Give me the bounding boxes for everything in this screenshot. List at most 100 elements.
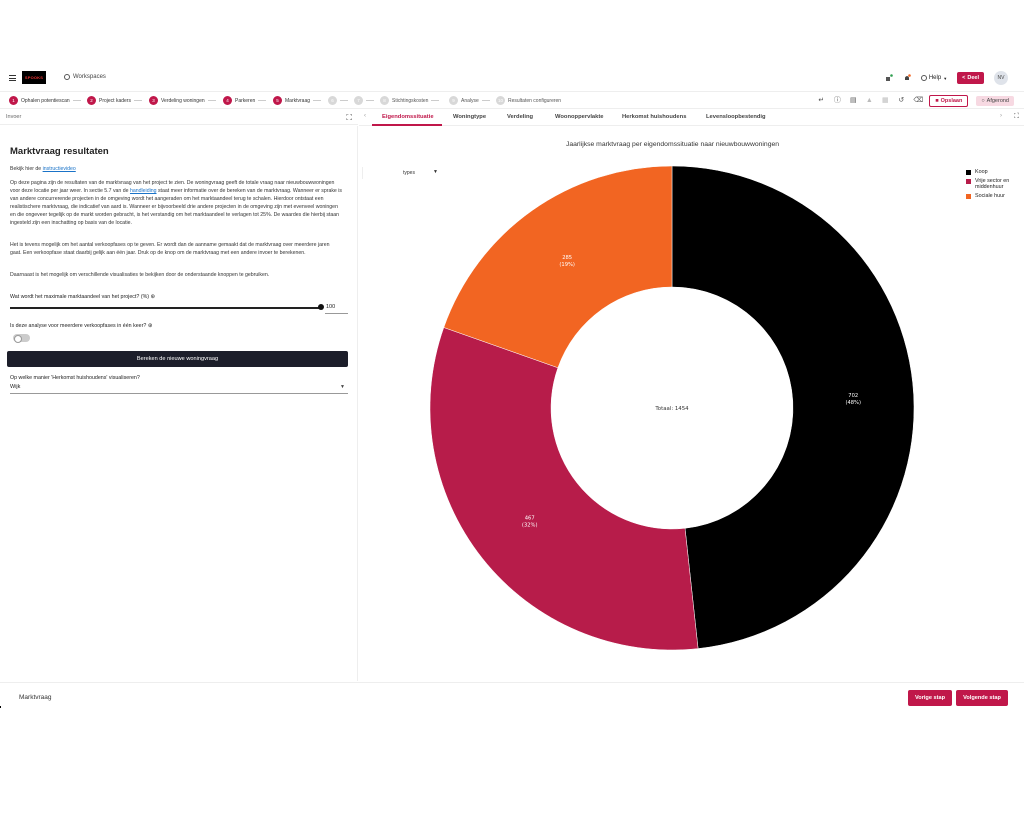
multiple-phases-toggle[interactable] bbox=[13, 334, 30, 343]
check-circle-icon: ○ bbox=[981, 98, 985, 104]
app-logo[interactable]: SPOOKS bbox=[22, 71, 46, 84]
warning-icon[interactable]: ▲ bbox=[865, 97, 873, 104]
step-number: 5 bbox=[273, 96, 282, 105]
manual-link[interactable]: handleiding bbox=[129, 188, 157, 194]
notifications-status-icon[interactable] bbox=[885, 74, 893, 82]
workspaces-link[interactable]: Workspaces bbox=[64, 74, 106, 80]
step-3[interactable]: 3 Verdeling woningen bbox=[149, 96, 216, 105]
chart-title: Jaarlijkse marktvraag per eigendomssitua… bbox=[565, 141, 780, 148]
step-number: 2 bbox=[87, 96, 96, 105]
market-share-label: Wat wordt het maximale marktaandeel van … bbox=[10, 294, 150, 300]
market-share-slider-track[interactable] bbox=[10, 307, 321, 309]
tab-woonoppervlakte[interactable]: Woonoppervlakte bbox=[555, 114, 604, 120]
history-icon[interactable]: ↺ bbox=[898, 97, 905, 104]
step-number: 4 bbox=[223, 96, 232, 105]
chevron-down-icon: ▼ bbox=[943, 75, 948, 81]
legend-item[interactable]: Vrije sector en middenhuur bbox=[966, 178, 1011, 190]
finished-label: Afgerond bbox=[986, 98, 1009, 104]
chevron-left-icon[interactable]: ‹ bbox=[364, 113, 366, 119]
step-number: 10 bbox=[496, 96, 505, 105]
step-4[interactable]: 4 Parkeren bbox=[223, 96, 267, 105]
bell-icon[interactable] bbox=[903, 74, 911, 82]
step-label: Resultaten configureren bbox=[508, 97, 562, 104]
input-panel-title: Invoer bbox=[6, 114, 22, 120]
share-label: Deel bbox=[967, 75, 979, 81]
save-icon: ■ bbox=[935, 98, 939, 104]
phases-paragraph: Het is tevens mogelijk om het aantal ver… bbox=[10, 242, 330, 256]
legend-label: Koop bbox=[975, 169, 988, 175]
legend-swatch bbox=[966, 178, 971, 184]
market-share-value: 100 bbox=[326, 304, 336, 310]
page-title: Marktvraag resultaten bbox=[10, 146, 109, 157]
save-button[interactable]: ■ Opslaan bbox=[929, 95, 969, 107]
fullscreen-icon[interactable]: ⛶ bbox=[346, 113, 352, 122]
step-label: Stichtingskosten bbox=[392, 97, 429, 104]
instructions-line: Bekijk hier de instructievideo bbox=[10, 165, 342, 173]
help-circle-icon[interactable]: ⊛ bbox=[150, 294, 155, 300]
step-label: Parkeren bbox=[235, 97, 256, 104]
market-share-input[interactable]: 100 bbox=[325, 304, 348, 314]
top-bar: SPOOKS Workspaces Help ▼ < Deel NV bbox=[0, 66, 1024, 90]
legend-label: Vrije sector en middenhuur bbox=[975, 178, 1010, 190]
share-button[interactable]: < Deel bbox=[957, 72, 984, 84]
intro-text-b: staat meer informatie over de bereken va… bbox=[10, 188, 343, 226]
menu-icon[interactable] bbox=[9, 75, 16, 81]
slice-value-label: 467 bbox=[525, 516, 535, 522]
market-share-question: Wat wordt het maximale marktaandeel van … bbox=[10, 294, 155, 300]
donut-slice-koop[interactable] bbox=[671, 165, 915, 649]
calculate-label: Bereken de nieuwe woningvraag bbox=[136, 356, 219, 362]
legend-item[interactable]: Koop bbox=[966, 169, 1011, 175]
workspaces-label: Workspaces bbox=[73, 74, 106, 80]
phases-question: Is deze analyse voor meerdere verkoopfas… bbox=[10, 323, 152, 329]
calculator-icon[interactable]: ▦ bbox=[882, 97, 889, 104]
clipboard-icon[interactable]: ▤ bbox=[850, 97, 857, 104]
donut-slice-sociale-huur[interactable] bbox=[443, 165, 673, 369]
previous-step-button[interactable]: Vorige stap bbox=[908, 690, 952, 706]
types-select[interactable]: types ▼ bbox=[362, 167, 438, 179]
step-6[interactable]: 6 bbox=[328, 96, 348, 105]
avatar[interactable]: NV bbox=[994, 71, 1008, 85]
step-10[interactable]: 10 Resultaten configureren bbox=[496, 96, 561, 105]
instructions-video-link[interactable]: instructievideo bbox=[42, 166, 76, 172]
step-7[interactable]: 7 bbox=[354, 96, 374, 105]
legend-swatch bbox=[966, 193, 971, 199]
step-label: Ophalen potentiescan bbox=[21, 97, 70, 104]
visualise-value: Wijk bbox=[10, 384, 21, 390]
legend-item[interactable]: Sociale huur bbox=[966, 193, 1011, 199]
step-1[interactable]: 1 Ophalen potentiescan bbox=[9, 96, 81, 105]
visualise-question: Op welke manier 'Herkomst huishoudens' v… bbox=[10, 375, 140, 381]
delete-icon[interactable]: ⌫ bbox=[913, 97, 924, 104]
step-label: Project kaders bbox=[99, 97, 131, 104]
tab-woningtype[interactable]: Woningtype bbox=[453, 114, 487, 120]
step-2[interactable]: 2 Project kaders bbox=[87, 96, 142, 105]
donut-slice-vrije-sector-en-middenhuur[interactable] bbox=[429, 327, 699, 651]
chevron-right-icon[interactable]: › bbox=[1000, 113, 1002, 119]
step-9[interactable]: 9 Analyse bbox=[449, 96, 490, 105]
share-icon: < bbox=[962, 75, 966, 81]
help-circle-icon[interactable]: ⊛ bbox=[147, 323, 153, 329]
help-menu[interactable]: Help ▼ bbox=[920, 75, 948, 81]
tab-levensloopbestendig[interactable]: Levensloopbestendig bbox=[706, 114, 766, 120]
visualise-select[interactable]: Wijk ▼ bbox=[10, 384, 348, 394]
donut-total-label: Totaal: 1454 bbox=[654, 406, 689, 412]
undo-arrow-icon[interactable]: ↵ bbox=[818, 97, 825, 104]
next-step-button[interactable]: Volgende stap bbox=[956, 690, 1008, 706]
market-share-slider-handle[interactable] bbox=[318, 304, 324, 310]
step-tools: ↵ ⓘ ▤ ▲ ▦ ↺ ⌫ ■ Opslaan ○ Afgerond bbox=[817, 95, 1014, 107]
donut-chart: 702(48%) 467(32%) 285(19%) Totaal: 1454 bbox=[429, 165, 915, 651]
input-panel: Marktvraag resultaten Bekijk hier de ins… bbox=[0, 126, 358, 681]
tab-verdeling[interactable]: Verdeling bbox=[507, 114, 534, 120]
step-5[interactable]: 5 Marktvraag bbox=[273, 96, 322, 105]
stray-mark bbox=[0, 706, 1, 708]
step-8[interactable]: 8 Stichtingskosten bbox=[380, 96, 440, 105]
finished-button[interactable]: ○ Afgerond bbox=[976, 96, 1014, 106]
calculate-button[interactable]: Bereken de nieuwe woningvraag bbox=[7, 351, 348, 367]
info-icon[interactable]: ⓘ bbox=[833, 97, 841, 104]
fullscreen-icon[interactable]: ⛶ bbox=[1014, 113, 1019, 120]
slice-percent-label: (48%) bbox=[845, 400, 861, 406]
step-number: 6 bbox=[328, 96, 337, 105]
avatar-initials: NV bbox=[997, 75, 1005, 81]
tab-eigendomssituatie[interactable]: Eigendomssituatie bbox=[382, 114, 434, 120]
tab-herkomst-huishoudens[interactable]: Herkomst huishoudens bbox=[622, 114, 687, 120]
